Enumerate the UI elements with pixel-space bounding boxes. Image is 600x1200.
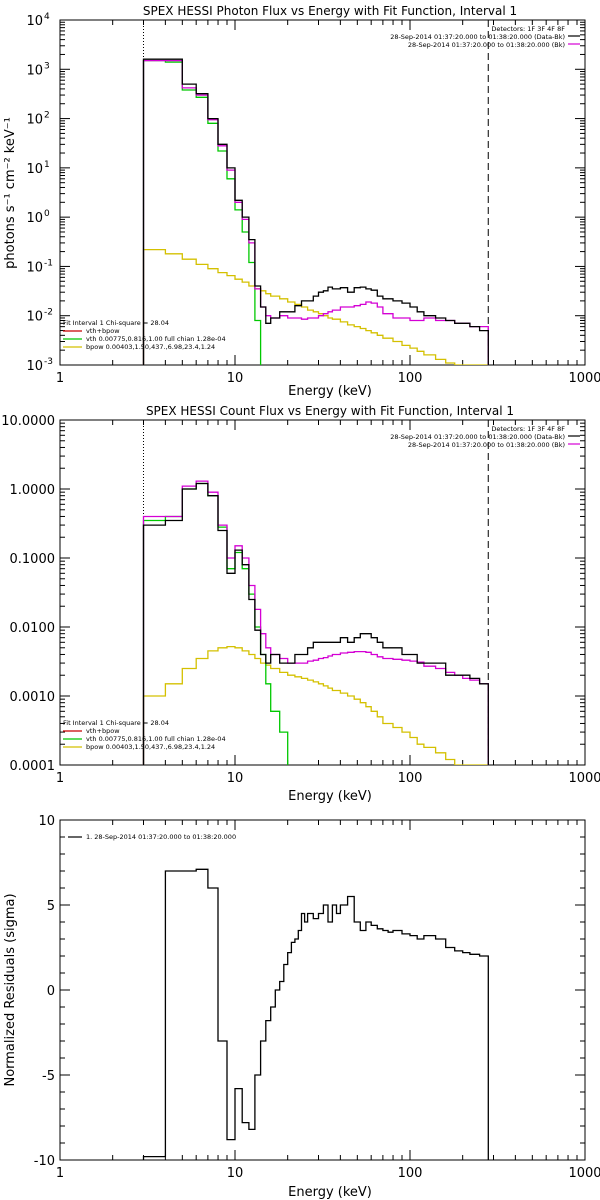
- photon-flux-x-tick-label: 1: [56, 371, 64, 386]
- residuals-ticks: 1 10 100 1000 -10 -5 0 5 10: [34, 814, 600, 1181]
- photon-flux-x-tick-label: 100: [398, 371, 423, 386]
- photon-flux-series-bpow: [142, 248, 489, 365]
- count-flux-xlabel: Energy (keV): [288, 789, 372, 804]
- count-flux-y-tick-label: 0.1000: [10, 552, 56, 567]
- photon-flux-y-tick-exponent: -3: [44, 357, 53, 367]
- photon-flux-legend-line: vth+bpow: [86, 327, 120, 335]
- photon-flux-legend-line: vth 0.00775,0.816,1.00 full chian 1.28e-…: [86, 335, 226, 343]
- residuals-y-tick-label: 5: [47, 899, 55, 914]
- residuals-x-tick-label: 10: [227, 1166, 244, 1181]
- count-flux-x-tick-label: 100: [398, 771, 423, 786]
- count-flux-legend: Fit Interval 1 Chi-square = 28.04vth+bpo…: [63, 719, 226, 751]
- photon-flux-xlabel: Energy (keV): [288, 384, 372, 399]
- photon-flux-y-tick-exponent: 1: [44, 160, 50, 170]
- photon-flux-series-data: [142, 58, 489, 365]
- count-flux-header-line: Detectors: 1F 3F 4F 8F: [491, 425, 565, 433]
- count-flux-y-tick-label: 0.0010: [10, 690, 56, 705]
- count-flux-y-tick-label: 1.0000: [10, 483, 56, 498]
- count-flux-series-vth-bpow: [142, 480, 489, 765]
- photon-flux-y-tick-label: 10: [26, 63, 43, 78]
- count-flux-x-tick-label: 10: [227, 771, 244, 786]
- residuals-xlabel: Energy (keV): [288, 1185, 372, 1200]
- photon-flux-y-tick-exponent: -1: [44, 258, 53, 268]
- count-flux-series: [142, 480, 489, 765]
- residuals-y-tick-label: 0: [47, 984, 55, 999]
- count-flux-series-data: [142, 482, 489, 765]
- residuals-x-tick-label: 1000: [568, 1166, 600, 1181]
- residuals-y-tick-label: 10: [38, 814, 55, 829]
- photon-flux-y-tick-label: 10: [26, 113, 43, 128]
- count-flux-panel: SPEX HESSI Count Flux vs Energy with Fit…: [1, 404, 600, 804]
- photon-flux-series-vth: [142, 59, 262, 365]
- photon-flux-y-tick-label: 10: [26, 162, 43, 177]
- count-flux-series-bpow: [142, 645, 489, 765]
- residuals-y-tick-label: -10: [34, 1154, 55, 1169]
- photon-flux-y-tick-label: 10: [26, 211, 43, 226]
- residuals-x-tick-label: 1: [56, 1166, 64, 1181]
- count-flux-plot-frame: [59, 419, 586, 766]
- photon-flux-header-line: 28-Sep-2014 01:37:20.000 to 01:38:20.000…: [408, 41, 565, 49]
- count-flux-header-line: 28-Sep-2014 01:37:20.000 to 01:38:20.000…: [408, 441, 565, 449]
- residuals-ylabel: Normalized Residuals (sigma): [3, 893, 18, 1086]
- count-flux-y-tick-label: 10.0000: [1, 414, 55, 429]
- residuals-y-tick-label: -5: [42, 1069, 55, 1084]
- photon-flux-y-tick-exponent: 4: [44, 12, 50, 22]
- photon-flux-plot-frame: [59, 19, 586, 366]
- count-flux-legend-line: Fit Interval 1 Chi-square = 28.04: [63, 719, 169, 727]
- photon-flux-title: SPEX HESSI Photon Flux vs Energy with Fi…: [143, 4, 517, 18]
- count-flux-legend-line: vth 0.00775,0.816,1.00 full chian 1.28e-…: [86, 735, 226, 743]
- photon-flux-y-tick-label: 10: [26, 359, 43, 374]
- photon-flux-series: [142, 58, 489, 365]
- count-flux-y-tick-label: 0.0100: [10, 621, 56, 636]
- count-flux-title: SPEX HESSI Count Flux vs Energy with Fit…: [146, 404, 514, 418]
- photon-flux-y-tick-label: 10: [26, 310, 43, 325]
- residuals-series: [142, 868, 489, 1160]
- count-flux-x-tick-label: 1: [56, 771, 64, 786]
- photon-flux-ylabel: photons s⁻¹ cm⁻² keV⁻¹: [3, 117, 18, 269]
- photon-flux-legend-line: Fit Interval 1 Chi-square = 28.04: [63, 319, 169, 327]
- count-flux-legend-line: vth+bpow: [86, 727, 120, 735]
- residuals-panel: 1 10 100 1000 -10 -5 0 5 10 1. 28-Sep-2014 01:37…: [3, 814, 600, 1200]
- residuals-legend-line: 1. 28-Sep-2014 01:37:20.000 to 01:38:20.…: [86, 833, 236, 841]
- count-flux-y-tick-label: 0.0001: [10, 759, 56, 774]
- photon-flux-y-tick-exponent: -2: [44, 308, 53, 318]
- photon-flux-legend: Fit Interval 1 Chi-square = 28.04vth+bpo…: [63, 319, 226, 351]
- photon-flux-y-tick-label: 10: [26, 260, 43, 275]
- photon-flux-y-tick-exponent: 2: [44, 111, 50, 121]
- photon-flux-y-tick-exponent: 0: [44, 209, 50, 219]
- photon-flux-header-line: Detectors: 1F 3F 4F 8F: [491, 25, 565, 33]
- photon-flux-y-tick-exponent: 3: [44, 61, 50, 71]
- photon-flux-header-line: 28-Sep-2014 01:37:20.000 to 01:38:20.000…: [390, 33, 565, 41]
- photon-flux-panel: SPEX HESSI Photon Flux vs Energy with Fi…: [3, 4, 600, 399]
- photon-flux-y-tick-label: 10: [26, 14, 43, 29]
- photon-flux-legend-line: bpow 0.00403,1.50,437.,6.98,23.4,1.24: [86, 343, 215, 351]
- count-flux-header-line: 28-Sep-2014 01:37:20.000 to 01:38:20.000…: [390, 433, 565, 441]
- count-flux-legend-line: bpow 0.00403,1.50,437.,6.98,23.4,1.24: [86, 743, 215, 751]
- residuals-x-tick-label: 100: [398, 1166, 423, 1181]
- photon-flux-x-tick-label: 10: [227, 371, 244, 386]
- residuals-legend: 1. 28-Sep-2014 01:37:20.000 to 01:38:20.…: [68, 833, 236, 841]
- count-flux-x-tick-label: 1000: [568, 771, 600, 786]
- count-flux-ticks: 1 10 100 1000 0.0001 0.0010 0.0100 0.1000 1.0000…: [1, 414, 600, 786]
- residuals-series-residuals: [142, 868, 489, 1160]
- photon-flux-x-tick-label: 1000: [568, 371, 600, 386]
